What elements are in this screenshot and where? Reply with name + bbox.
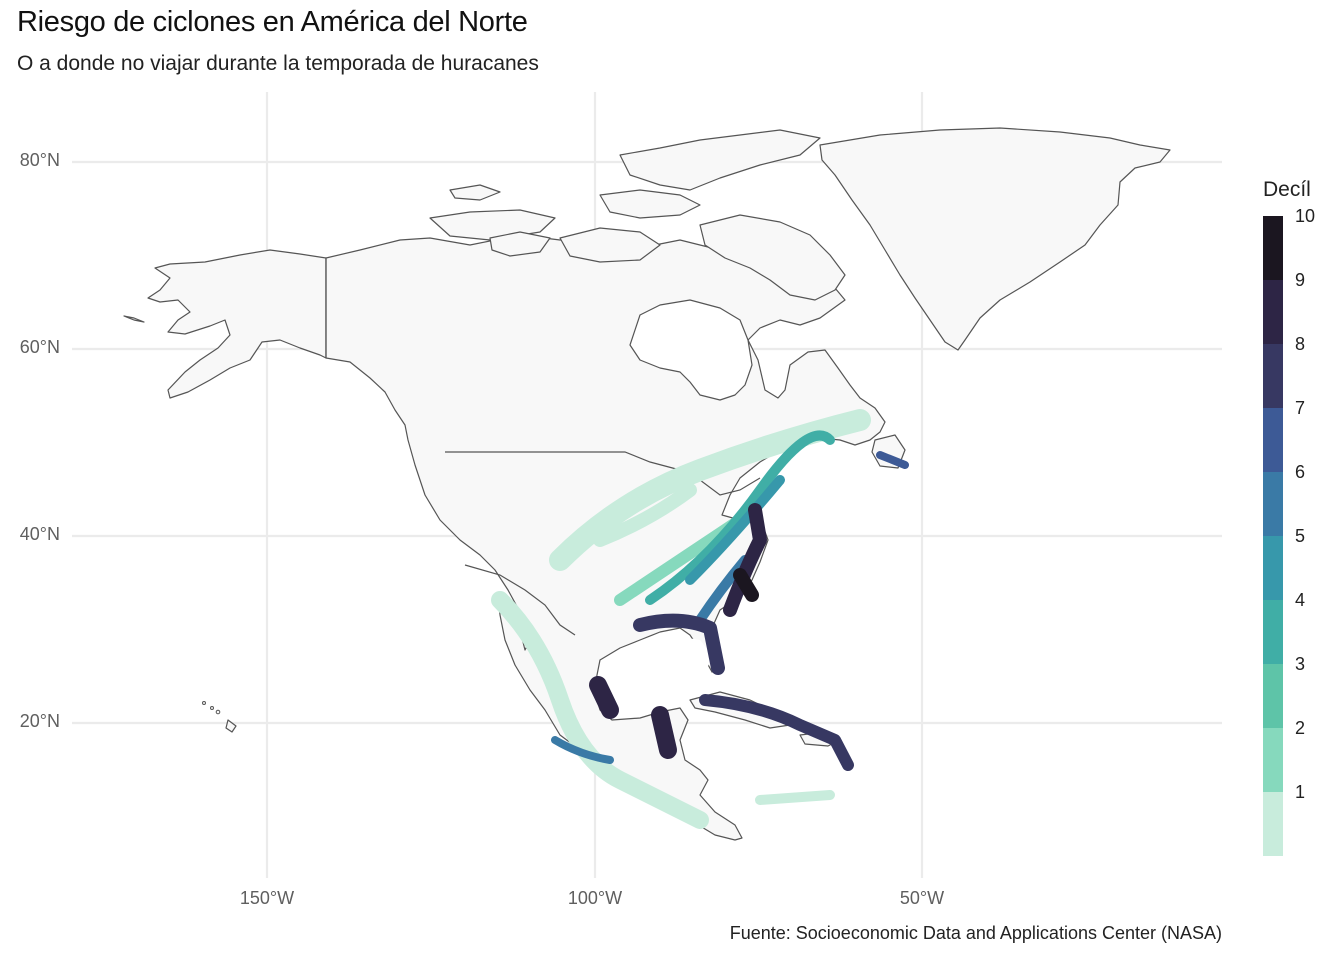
legend-swatch-5 [1263,536,1283,600]
legend-swatch-10 [1263,216,1283,280]
risk-band-9 [651,706,677,759]
x-axis-label-150w: 150°W [239,888,295,908]
map-subtitle: O a donde no viajar durante la temporada… [17,52,539,75]
x-axis-label-50w: 50°W [899,888,945,908]
legend-swatch-2 [1263,728,1283,792]
risk-band-9 [723,503,767,617]
y-axis-label-60n: 60°N [19,337,60,357]
risk-band-6 [551,736,614,764]
risk-bands [491,409,909,829]
legend-swatch-4 [1263,600,1283,664]
legend-label-5: 5 [1295,526,1306,546]
legend-label-8: 8 [1295,334,1306,354]
legend-swatch-8 [1263,344,1283,408]
risk-band-1 [755,790,835,805]
arctic-island-4 [619,129,821,191]
hudson-bay [629,299,753,401]
legend-color-bar [1263,216,1283,856]
risk-band-5 [685,475,785,585]
legend-swatch-9 [1263,280,1283,344]
legend-label-1: 1 [1295,782,1306,802]
hawaii-small-islands [202,701,221,715]
alaska-shape [147,249,327,399]
gulf-of-mexico [605,635,712,710]
risk-band-8 [633,613,725,675]
risk-band-1 [491,591,709,829]
legend-label-10: 10 [1295,206,1316,226]
risk-band-10 [733,568,759,602]
baffin-island [699,214,846,301]
greenland-shape [819,127,1171,351]
hawaii-big-island [225,719,237,733]
legend-label-6: 6 [1295,462,1306,482]
source-caption: Fuente: Socioeconomic Data and Applicati… [729,923,1222,943]
map-title: Riesgo de ciclones en América del Norte [17,6,528,38]
arctic-island-1 [559,227,661,263]
legend-label-9: 9 [1295,270,1306,290]
y-axis-label-20n: 20°N [19,711,60,731]
risk-band-7 [876,451,909,469]
arctic-island-5 [599,189,701,219]
legend-swatch-3 [1263,664,1283,728]
legend-label-7: 7 [1295,398,1306,418]
risk-band-8 [699,694,854,771]
y-axis-label-80n: 80°N [19,150,60,170]
us-mexico-border [464,564,576,636]
risk-band-1 [593,483,697,547]
legend-label-4: 4 [1295,590,1306,610]
legend-label-3: 3 [1295,654,1306,674]
legend-label-2: 2 [1295,718,1306,738]
legend-swatch-7 [1263,408,1283,472]
risk-band-4 [645,430,835,605]
risk-band-9 [589,676,619,719]
legend-swatch-1 [1263,792,1283,856]
y-axis-label-40n: 40°N [19,524,60,544]
x-axis-label-100w: 100°W [567,888,623,908]
victoria-island [489,231,551,257]
arctic-island-3 [449,184,501,201]
legend-swatch-6 [1263,472,1283,536]
aleutian-islands [123,315,145,323]
legend-title: Decíl [1263,178,1311,201]
